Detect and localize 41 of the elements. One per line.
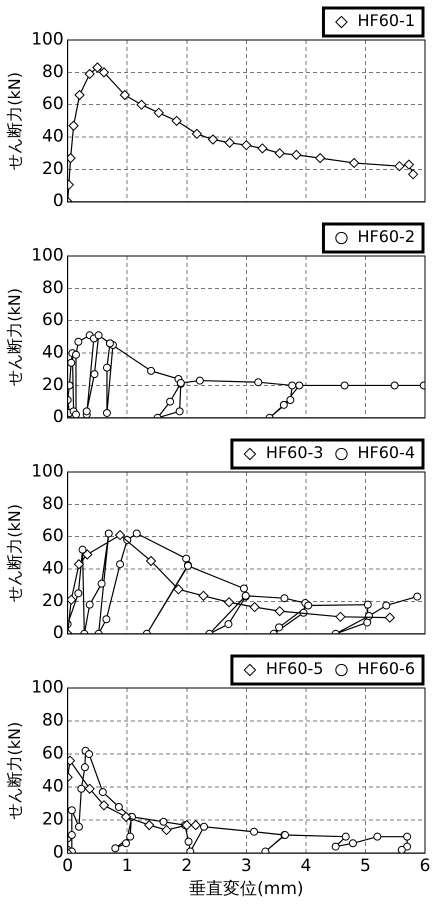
y-tick-label: 40 [42,126,64,146]
y-tick-label: 20 [42,590,64,611]
y-tick-label: 80 [42,710,64,730]
y-axis-title: せん断力(kN) [4,288,24,386]
y-tick-label: 0 [52,191,64,212]
x-tick-label: 1 [122,856,133,876]
x-tick-label: 5 [360,856,371,876]
y-tick-label: 40 [42,776,64,797]
legend-label: HF60-6 [357,659,415,678]
y-axis-title: せん断力(kN) [4,504,24,602]
x-axis-title: 垂直変位(mm) [189,879,304,900]
y-tick-label: 20 [42,374,64,395]
y-tick-label: 40 [42,342,64,362]
y-tick-label: 0 [52,623,64,644]
x-tick-label: 4 [300,856,312,876]
y-tick-label: 60 [42,310,64,330]
y-tick-label: 80 [42,278,64,298]
y-tick-label: 0 [52,407,64,428]
y-axis-title: せん断力(kN) [4,722,24,820]
x-tick-label: 2 [181,856,192,876]
y-tick-label: 100 [31,29,64,50]
x-tick-label: 3 [240,856,252,876]
y-tick-label: 80 [42,62,64,82]
y-tick-label: 100 [31,245,64,266]
legend-label: HF60-3 [266,443,324,462]
y-tick-label: 60 [42,744,64,764]
y-tick-label: 100 [31,677,64,698]
legend-label: HF60-4 [357,443,415,462]
y-tick-label: 0 [52,842,64,863]
y-tick-label: 20 [42,158,64,179]
y-tick-label: 60 [42,526,64,546]
y-tick-label: 60 [42,94,64,114]
legend-label: HF60-1 [357,11,415,30]
legend-label: HF60-2 [357,227,415,246]
x-tick-label: 6 [420,856,430,876]
y-tick-label: 40 [42,558,64,578]
y-tick-label: 80 [42,494,64,514]
y-axis-title: せん断力(kN) [4,72,24,170]
y-tick-label: 100 [31,461,64,482]
legend-label: HF60-5 [266,659,324,678]
y-tick-label: 20 [42,810,64,830]
